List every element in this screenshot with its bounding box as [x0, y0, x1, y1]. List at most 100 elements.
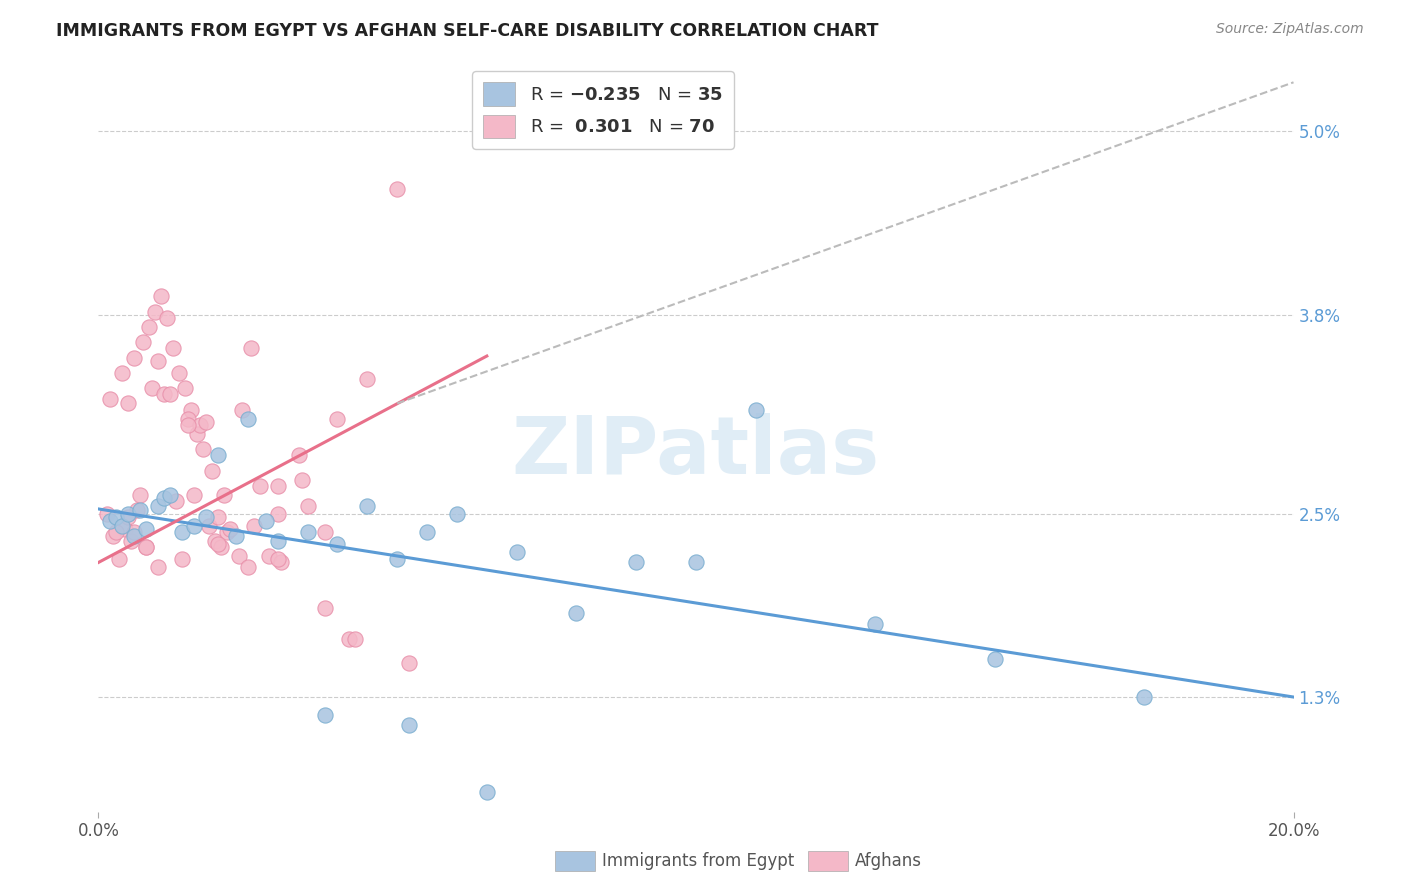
Point: [172, 524, 194, 539]
Point: [209, 540, 232, 554]
Point: [183, 488, 205, 502]
Point: [398, 657, 420, 671]
Point: [124, 351, 146, 365]
Point: [135, 540, 157, 554]
Point: [153, 491, 176, 506]
Point: [148, 353, 170, 368]
Point: [162, 342, 184, 356]
Point: [236, 560, 259, 574]
Point: [127, 503, 149, 517]
Point: [865, 616, 887, 631]
Point: [215, 524, 238, 539]
Point: [506, 545, 529, 559]
Point: [228, 549, 250, 564]
Point: [385, 182, 409, 196]
Point: [291, 473, 314, 487]
Point: [183, 518, 205, 533]
Point: [135, 540, 157, 554]
Point: [138, 320, 160, 334]
Point: [172, 552, 194, 566]
Point: [191, 442, 214, 457]
Point: [105, 509, 128, 524]
Point: [626, 556, 648, 570]
Point: [257, 549, 280, 564]
Point: [267, 479, 290, 493]
Point: [315, 601, 337, 615]
Point: [186, 427, 208, 442]
Point: [984, 652, 1007, 666]
Point: [344, 632, 367, 646]
Point: [207, 449, 229, 463]
Point: [315, 524, 337, 539]
Point: [167, 366, 190, 380]
Point: [117, 507, 139, 521]
Point: [416, 524, 439, 539]
Point: [249, 479, 271, 493]
Point: [105, 524, 128, 539]
Point: [219, 522, 242, 536]
Point: [207, 509, 229, 524]
Point: [315, 708, 337, 723]
Point: [398, 717, 420, 731]
Point: [270, 556, 292, 570]
Text: ZIPatlas: ZIPatlas: [512, 413, 880, 491]
Point: [475, 785, 498, 799]
Point: [565, 606, 588, 620]
Point: [204, 534, 226, 549]
Point: [685, 556, 707, 570]
Point: [150, 289, 173, 303]
Point: [98, 514, 122, 528]
Point: [326, 537, 349, 551]
Point: [188, 417, 211, 432]
Point: [148, 560, 170, 574]
Point: [98, 392, 122, 406]
Point: [339, 632, 361, 646]
Point: [120, 534, 142, 549]
Point: [159, 488, 181, 502]
Point: [159, 387, 181, 401]
Point: [124, 524, 146, 539]
Point: [180, 402, 202, 417]
Point: [156, 310, 179, 325]
Point: [267, 507, 290, 521]
Point: [1133, 690, 1156, 704]
Point: [267, 552, 290, 566]
Point: [114, 522, 136, 536]
Point: [143, 304, 166, 318]
Text: Source: ZipAtlas.com: Source: ZipAtlas.com: [1216, 22, 1364, 37]
Point: [124, 529, 146, 543]
Point: [745, 402, 768, 417]
Text: Afghans: Afghans: [855, 852, 922, 870]
Point: [195, 509, 218, 524]
Text: IMMIGRANTS FROM EGYPT VS AFGHAN SELF-CARE DISABILITY CORRELATION CHART: IMMIGRANTS FROM EGYPT VS AFGHAN SELF-CAR…: [56, 22, 879, 40]
Point: [198, 518, 221, 533]
Point: [129, 488, 152, 502]
Point: [117, 509, 139, 524]
Point: [177, 411, 200, 425]
Point: [135, 522, 157, 536]
Point: [446, 507, 468, 521]
Point: [267, 534, 290, 549]
Point: [108, 552, 131, 566]
Point: [287, 449, 309, 463]
Point: [174, 381, 197, 395]
Point: [177, 417, 200, 432]
Point: [297, 524, 319, 539]
Point: [165, 494, 187, 508]
Point: [243, 518, 266, 533]
Point: [225, 529, 247, 543]
Point: [117, 396, 139, 410]
Point: [326, 411, 349, 425]
Point: [195, 415, 218, 429]
Point: [356, 499, 378, 513]
Point: [356, 372, 378, 386]
Point: [254, 514, 277, 528]
Point: [297, 499, 319, 513]
Text: Immigrants from Egypt: Immigrants from Egypt: [602, 852, 794, 870]
Point: [129, 503, 152, 517]
Point: [385, 552, 409, 566]
Point: [132, 335, 155, 350]
Point: [212, 488, 235, 502]
Point: [96, 507, 118, 521]
Point: [141, 381, 163, 395]
